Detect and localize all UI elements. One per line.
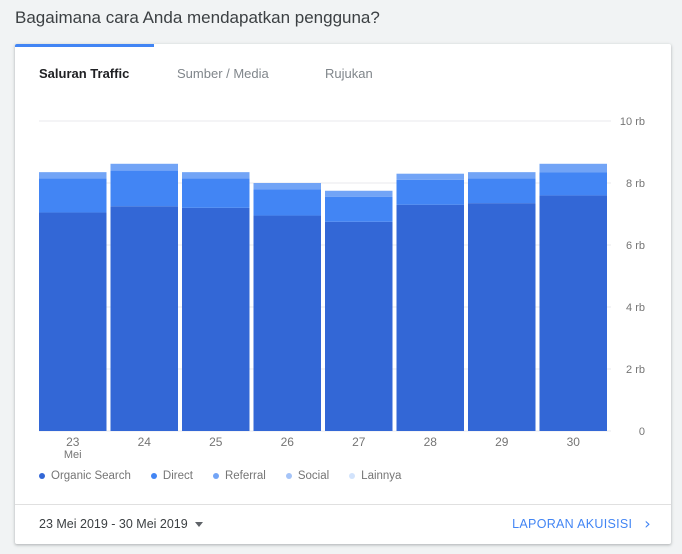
caret-down-icon	[194, 521, 203, 527]
tab-rujukan[interactable]: Rujukan	[325, 66, 373, 81]
bar-segment	[539, 195, 607, 431]
bar-segment	[253, 189, 321, 216]
legend-item: Organic Search	[39, 470, 131, 482]
y-tick-label: 10 rb	[620, 116, 645, 128]
bar-segment	[539, 172, 607, 196]
legend-item: Referral	[212, 470, 266, 482]
x-tick-sublabel: Mei	[64, 449, 82, 461]
legend-label: Social	[297, 470, 330, 482]
y-tick-label: 4 rb	[626, 302, 645, 314]
y-tick-label: 8 rb	[626, 178, 645, 190]
legend-label: Referral	[224, 470, 266, 482]
bar-segment	[182, 172, 250, 179]
bar-segment	[396, 179, 464, 205]
bar-segment	[325, 190, 393, 197]
y-tick-label: 0	[639, 426, 645, 438]
bar-segment	[182, 178, 250, 208]
legend-swatch	[212, 473, 219, 479]
bar-segment	[39, 172, 107, 179]
bar-segment	[468, 178, 536, 204]
chevron-right-icon: ›	[644, 514, 651, 533]
bar-segment	[396, 204, 464, 431]
acquisition-report-link[interactable]: LAPORAN AKUISISI ›	[512, 514, 651, 533]
x-tick-label: 24	[138, 435, 152, 449]
x-tick-label: 27	[352, 435, 366, 449]
legend-swatch	[39, 473, 45, 479]
active-tab-indicator	[15, 44, 154, 47]
y-tick-label: 6 rb	[626, 240, 645, 252]
bar-segment	[396, 173, 464, 180]
bar-segment	[110, 206, 178, 431]
legend-swatch	[150, 473, 157, 479]
chart-legend: Organic Search Direct Referral Social Lainny…	[39, 470, 421, 482]
x-tick-label: 25	[209, 435, 223, 449]
legend-label: Organic Search	[51, 470, 131, 482]
bar-segment	[39, 212, 107, 431]
bar-segment	[39, 178, 107, 213]
bar-segment	[110, 163, 178, 171]
date-range-selector[interactable]: 23 Mei 2019 - 30 Mei 2019	[39, 517, 203, 531]
acquisition-card: Saluran Traffic Sumber / Media Rujukan 0…	[15, 44, 671, 544]
legend-swatch	[349, 473, 356, 479]
legend-item: Direct	[150, 470, 193, 482]
page-title: Bagaimana cara Anda mendapatkan pengguna…	[15, 8, 380, 27]
bar-segment	[468, 172, 536, 179]
legend-item: Social	[285, 470, 330, 482]
tab-sumber-media[interactable]: Sumber / Media	[177, 66, 269, 81]
tab-saluran-traffic[interactable]: Saluran Traffic	[39, 66, 130, 81]
report-link-label: LAPORAN AKUISISI	[512, 517, 633, 531]
bar-segment	[182, 207, 250, 431]
bar-segment	[110, 170, 178, 207]
x-tick-label: 30	[567, 435, 581, 449]
bar-segment	[325, 196, 393, 222]
bar-segment	[325, 221, 393, 431]
x-tick-label: 26	[281, 435, 295, 449]
bar-segment	[253, 215, 321, 431]
legend-item: Lainnya	[349, 470, 401, 482]
legend-swatch	[285, 473, 292, 479]
legend-label: Lainnya	[361, 470, 402, 482]
card-footer: 23 Mei 2019 - 30 Mei 2019 LAPORAN AKUISI…	[15, 504, 671, 544]
bar-segment	[468, 203, 536, 431]
x-tick-label: 28	[424, 435, 438, 449]
x-tick-label: 29	[495, 435, 509, 449]
date-range-label: 23 Mei 2019 - 30 Mei 2019	[39, 517, 188, 531]
y-tick-label: 2 rb	[626, 364, 645, 376]
bar-segment	[253, 183, 321, 190]
x-tick-label: 23	[66, 435, 80, 449]
legend-label: Direct	[162, 470, 193, 482]
bar-segment	[539, 163, 607, 173]
